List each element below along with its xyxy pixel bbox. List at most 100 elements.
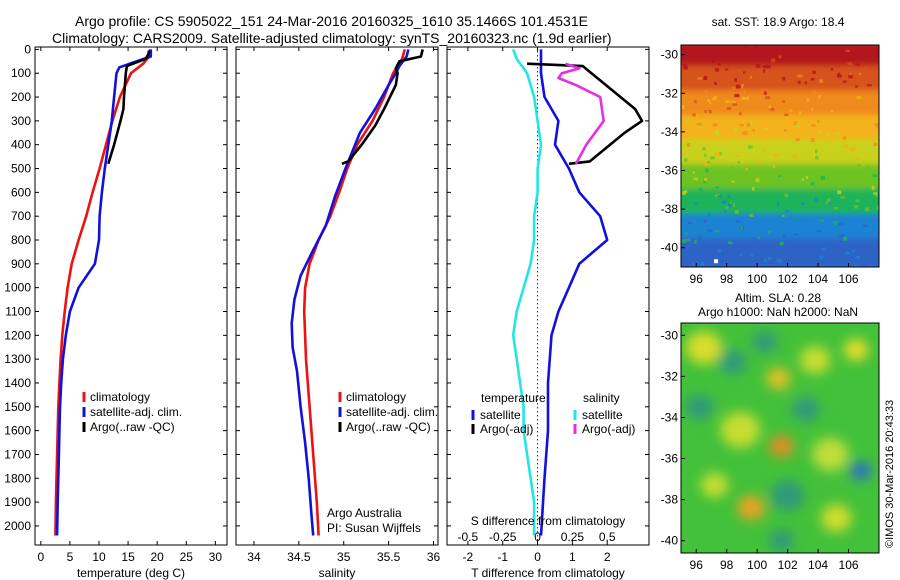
sst-speck xyxy=(698,235,701,240)
sst-speck xyxy=(751,242,756,246)
sst-speck xyxy=(729,202,732,205)
sst-speck xyxy=(703,179,707,184)
sst-speck xyxy=(755,64,761,68)
sst-speck xyxy=(726,106,732,110)
sst-speck xyxy=(876,205,879,210)
sst-speck xyxy=(731,138,735,142)
sst-speck xyxy=(778,175,781,178)
sla-anomaly-blob xyxy=(737,495,765,521)
sst-speck xyxy=(845,251,851,255)
sst-speck xyxy=(707,213,711,217)
sst-speck xyxy=(874,123,879,127)
sst-speck xyxy=(767,257,772,260)
legend-label: climatology xyxy=(90,390,150,404)
s-difference-label: S difference from climatology xyxy=(471,514,626,528)
sst-speck xyxy=(779,241,784,246)
sst-speck xyxy=(847,62,853,66)
sst-speck xyxy=(685,238,691,242)
sst-speck xyxy=(812,70,816,74)
sst-speck xyxy=(855,157,859,161)
difference-s-ticks: -0.5 -0.25 0 0.25 0.5 xyxy=(458,530,616,544)
sst-speck xyxy=(712,97,716,101)
sst-speck xyxy=(801,202,805,206)
sst-speck xyxy=(858,72,862,75)
sla-heatmap xyxy=(685,330,872,552)
sst-speck xyxy=(711,264,716,267)
sla-xtick-label: 106 xyxy=(839,558,859,572)
sst-speck xyxy=(772,164,776,168)
sst-speck xyxy=(763,91,767,95)
sla-anomaly-blob xyxy=(821,504,852,532)
sst-speck xyxy=(730,166,734,170)
sst-speck xyxy=(757,118,762,121)
sst-speck xyxy=(850,147,856,152)
difference-temperature-satellite-line xyxy=(539,49,609,536)
sst-speck xyxy=(843,236,848,241)
sst-speck xyxy=(716,132,720,136)
sst-speck xyxy=(837,190,842,195)
sst-speck xyxy=(763,259,768,262)
sst-speck xyxy=(826,132,830,137)
sst-speck xyxy=(865,165,871,170)
sla-ytick-label: -32 xyxy=(661,369,679,383)
sst-speck xyxy=(861,51,864,56)
sst-speck xyxy=(797,80,801,84)
sla-anomaly-blob xyxy=(770,480,805,511)
sst-speck xyxy=(758,159,761,163)
sst-speck xyxy=(848,246,851,250)
sst-speck xyxy=(842,136,847,140)
sst-speck xyxy=(749,76,752,79)
depth-tick-label: 100 xyxy=(11,66,31,80)
sst-speck xyxy=(739,253,743,256)
sst-speck xyxy=(804,81,807,85)
sst-speck xyxy=(866,84,872,87)
t-difference-label: T difference from climatology xyxy=(471,566,625,580)
sst-xtick-label: 96 xyxy=(690,272,704,286)
sst-speck xyxy=(792,154,797,159)
sst-speck xyxy=(862,264,867,267)
sst-speck xyxy=(735,220,740,223)
temperature-xticks: 0 5 10 15 20 25 30 xyxy=(37,47,222,564)
sst-speck xyxy=(703,219,708,223)
sst-speck xyxy=(855,63,861,66)
sla-anomaly-blob xyxy=(685,394,713,420)
temperature-xtick-label: 30 xyxy=(209,550,223,564)
temperature-climatology-line xyxy=(54,49,152,536)
sst-speck xyxy=(872,174,878,177)
sst-speck xyxy=(793,121,797,126)
sst-speck xyxy=(692,113,696,117)
sst-speck xyxy=(814,149,818,154)
sst-speck xyxy=(840,233,846,237)
sst-speck xyxy=(871,186,875,190)
sst-yticks: -30 -32 -34 -36 -38 -40 xyxy=(661,48,685,255)
figure-title-line2: Climatology: CARS2009. Satellite-adjuste… xyxy=(52,30,612,46)
sst-speck xyxy=(866,51,870,56)
sst-speck xyxy=(788,109,793,112)
sst-speck xyxy=(681,239,687,244)
sst-speck xyxy=(830,109,834,113)
sst-speck xyxy=(824,241,829,244)
sst-speck xyxy=(715,186,720,189)
sst-speck xyxy=(684,232,688,235)
sst-speck xyxy=(734,130,740,133)
sst-speck xyxy=(752,186,755,191)
sla-ytick-label: -30 xyxy=(661,328,679,342)
salinity-xtick-label: 35.5 xyxy=(377,550,401,564)
sst-speck xyxy=(797,74,803,78)
sla-xtick-label: 102 xyxy=(778,558,798,572)
sst-speck xyxy=(762,65,767,69)
sst-speck xyxy=(718,143,722,147)
sst-speck xyxy=(730,262,733,267)
legend-label: Argo(-adj) xyxy=(582,422,635,436)
depth-tick-label: 1500 xyxy=(4,400,31,414)
sla-yticks: -30 -32 -34 -36 -38 -40 xyxy=(661,328,685,548)
sst-speck xyxy=(697,217,702,221)
sst-speck xyxy=(694,202,698,205)
sst-speck xyxy=(872,192,878,195)
sst-speck xyxy=(700,192,703,197)
difference-xtick-label: 1 xyxy=(569,550,576,564)
temperature-satellite-adj-clim-line xyxy=(55,49,153,536)
sst-speck xyxy=(747,145,753,149)
sst-speck xyxy=(811,124,816,127)
